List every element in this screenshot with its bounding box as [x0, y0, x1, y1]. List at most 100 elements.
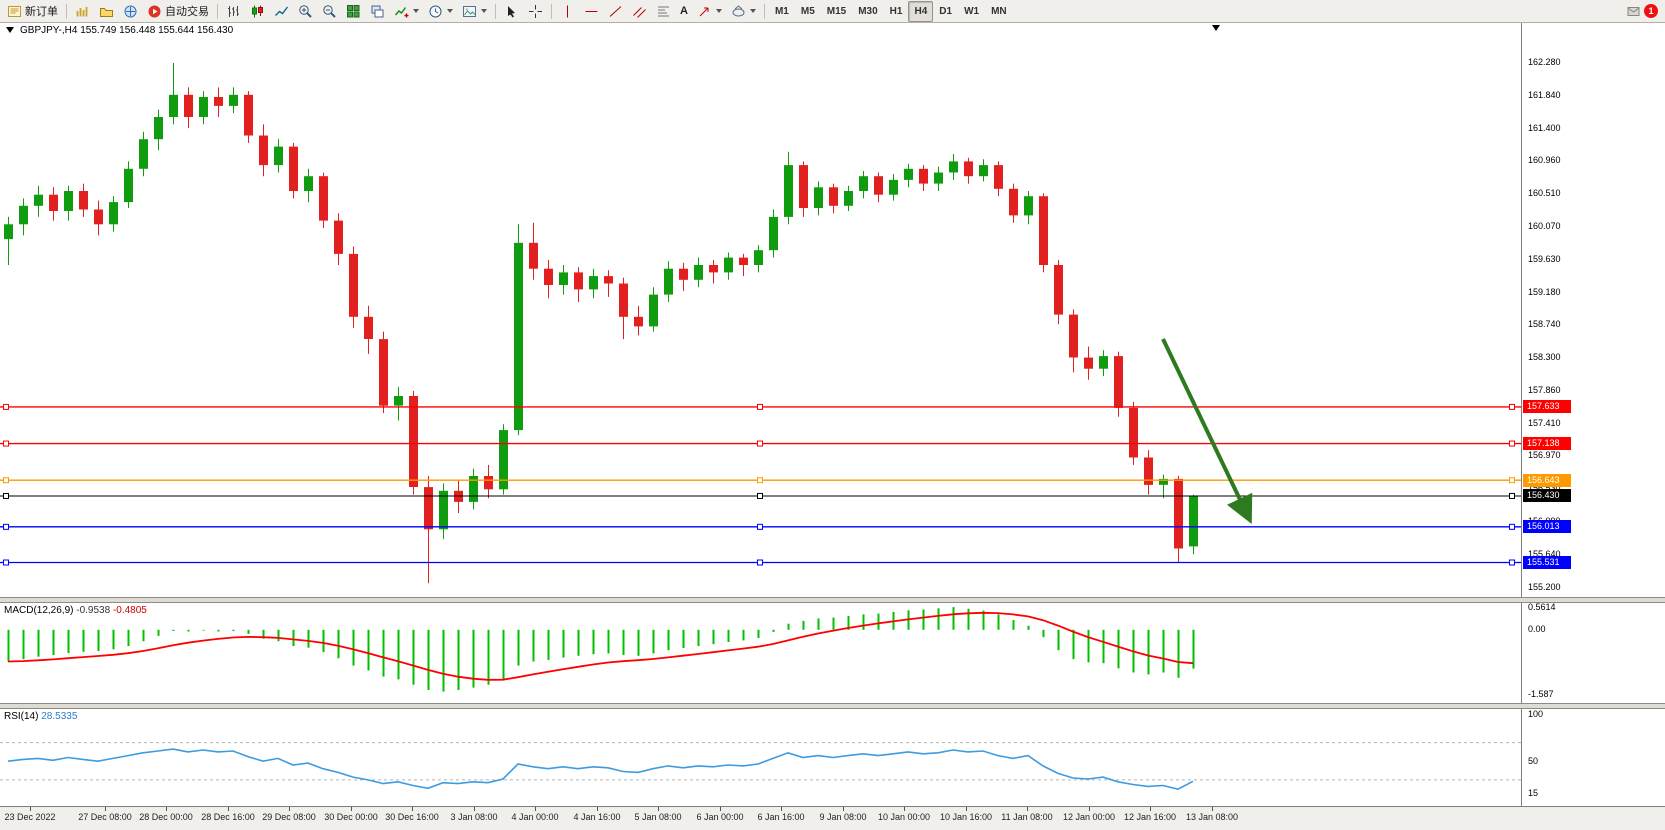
notification-count: 1	[1648, 6, 1654, 16]
line-handle[interactable]	[1509, 403, 1515, 410]
panel-divider[interactable]	[0, 703, 1665, 709]
chart-title: GBPJPY-,H4 155.749 156.448 155.644 156.4…	[20, 25, 233, 36]
price-axis-label: 161.840	[1528, 90, 1561, 101]
rsi-panel-canvas[interactable]	[0, 709, 1521, 806]
line-chart-icon	[275, 6, 289, 16]
bars-mode-button[interactable]	[222, 1, 245, 22]
line-handle[interactable]	[1509, 559, 1515, 566]
time-axis-label: 9 Jan 08:00	[819, 812, 867, 822]
arrows-tool-button[interactable]	[693, 1, 726, 22]
zoom-in-button[interactable]	[294, 1, 317, 22]
horizontal-line-157.633[interactable]	[0, 403, 1521, 410]
line-handle[interactable]	[3, 523, 9, 530]
main-chart-canvas[interactable]	[0, 23, 1521, 597]
line-handle[interactable]	[3, 559, 9, 566]
text-tool-button[interactable]: A	[676, 1, 692, 22]
indicators-icon	[394, 6, 409, 17]
one-click-trading-arrow[interactable]	[6, 27, 14, 33]
zoom-out-button[interactable]	[318, 1, 341, 22]
horizontal-line-button[interactable]	[580, 1, 603, 22]
macd-value: -0.9538	[76, 605, 111, 616]
line-handle[interactable]	[757, 477, 763, 484]
trendline-button[interactable]	[604, 1, 627, 22]
periods-button[interactable]	[424, 1, 457, 22]
line-handle[interactable]	[3, 403, 9, 410]
line-handle[interactable]	[3, 477, 9, 484]
timeframe-h4-button[interactable]: H4	[908, 0, 934, 22]
price-axis[interactable]: 162.280 161.840 161.400 160.960 160.510 160.0…	[1521, 23, 1665, 806]
rsi-axis-label: 100	[1528, 709, 1544, 720]
timeframe-m30-button[interactable]: M30	[858, 5, 878, 17]
zoom-in-icon	[299, 4, 312, 18]
line-handle[interactable]	[1509, 492, 1515, 499]
panel-divider[interactable]	[0, 597, 1665, 603]
mailbox-icon[interactable]	[1626, 4, 1641, 19]
cursor-button[interactable]	[500, 1, 523, 22]
time-axis[interactable]: 23 Dec 2022 27 Dec 08:00 28 Dec 00:00 28 De…	[0, 806, 1665, 830]
line-mode-button[interactable]	[270, 1, 293, 22]
cascade-windows-button[interactable]	[366, 1, 389, 22]
time-axis-label: 6 Jan 16:00	[757, 812, 805, 822]
time-axis-label: 12 Jan 00:00	[1062, 812, 1116, 822]
macd-signal-value: -0.4805	[112, 605, 147, 616]
price-axis-label: 157.860	[1528, 384, 1561, 395]
templates-button[interactable]	[458, 1, 491, 22]
line-handle[interactable]	[757, 492, 763, 499]
time-axis-label: 10 Jan 16:00	[939, 812, 993, 822]
timeframe-m1-button[interactable]: M1	[774, 5, 789, 17]
chart-shift-marker[interactable]	[1212, 25, 1220, 31]
zoom-out-icon	[323, 4, 336, 18]
line-handle[interactable]	[757, 523, 763, 530]
channel-button[interactable]	[628, 1, 651, 22]
autotrading-label: 自动交易	[165, 6, 209, 18]
time-axis-label: 4 Jan 00:00	[511, 812, 559, 822]
navigator-icon	[124, 5, 137, 17]
macd-signal-line	[7, 611, 1194, 681]
macd-panel-canvas[interactable]	[0, 603, 1521, 703]
toolbar: 新订单 自动交易	[0, 0, 1665, 23]
crosshair-button[interactable]	[524, 1, 547, 22]
timeframe-h1-button[interactable]: H1	[889, 5, 903, 17]
autotrading-button[interactable]: 自动交易	[143, 1, 213, 22]
vertical-line-icon	[567, 5, 568, 17]
macd-axis-label: 0.5614	[1528, 601, 1556, 612]
time-axis-label: 4 Jan 16:00	[573, 812, 621, 822]
horizontal-line-156.430[interactable]	[0, 492, 1521, 499]
new-chart-button[interactable]	[71, 1, 94, 22]
line-handle[interactable]	[757, 440, 763, 447]
profiles-button[interactable]	[95, 1, 118, 22]
timeframe-m5-button[interactable]: M5	[800, 5, 815, 17]
line-handle[interactable]	[3, 492, 9, 499]
horizontal-line-156.013[interactable]	[0, 523, 1521, 530]
vertical-line-button[interactable]	[556, 1, 579, 22]
indicators-button[interactable]	[390, 1, 423, 22]
horizontal-line-156.643[interactable]	[0, 477, 1521, 484]
notification-badge[interactable]: 1	[1644, 4, 1658, 18]
line-handle[interactable]	[3, 440, 9, 447]
line-handle[interactable]	[1509, 477, 1515, 484]
symbol-timeframe: GBPJPY-,H4	[20, 25, 78, 36]
line-handle[interactable]	[757, 559, 763, 566]
horizontal-line-155.531[interactable]	[0, 559, 1521, 566]
dropdown-caret-icon	[749, 9, 756, 13]
timeframe-d1-button[interactable]: D1	[939, 5, 953, 17]
dropdown-caret-icon	[413, 9, 419, 13]
new-order-button[interactable]: 新订单	[3, 1, 62, 22]
horizontal-line-157.138[interactable]	[0, 440, 1521, 447]
rsi-value: 28.5335	[41, 711, 78, 722]
line-handle[interactable]	[1509, 440, 1515, 447]
candles-mode-button[interactable]	[246, 1, 269, 22]
line-price-label: 157.138	[1523, 437, 1571, 451]
navigator-button[interactable]	[119, 1, 142, 22]
line-handle[interactable]	[757, 403, 763, 410]
timeframe-w1-button[interactable]: W1	[964, 5, 980, 17]
fibonacci-button[interactable]	[652, 1, 675, 22]
toolbar-separator	[763, 3, 765, 19]
line-handle[interactable]	[1509, 523, 1515, 530]
time-axis-label: 5 Jan 08:00	[634, 812, 682, 822]
tile-windows-button[interactable]	[342, 1, 365, 22]
annotation-arrow[interactable]	[1161, 338, 1253, 524]
shapes-button[interactable]	[727, 1, 760, 22]
timeframe-m15-button[interactable]: M15	[826, 5, 847, 17]
timeframe-mn-button[interactable]: MN	[991, 5, 1007, 17]
